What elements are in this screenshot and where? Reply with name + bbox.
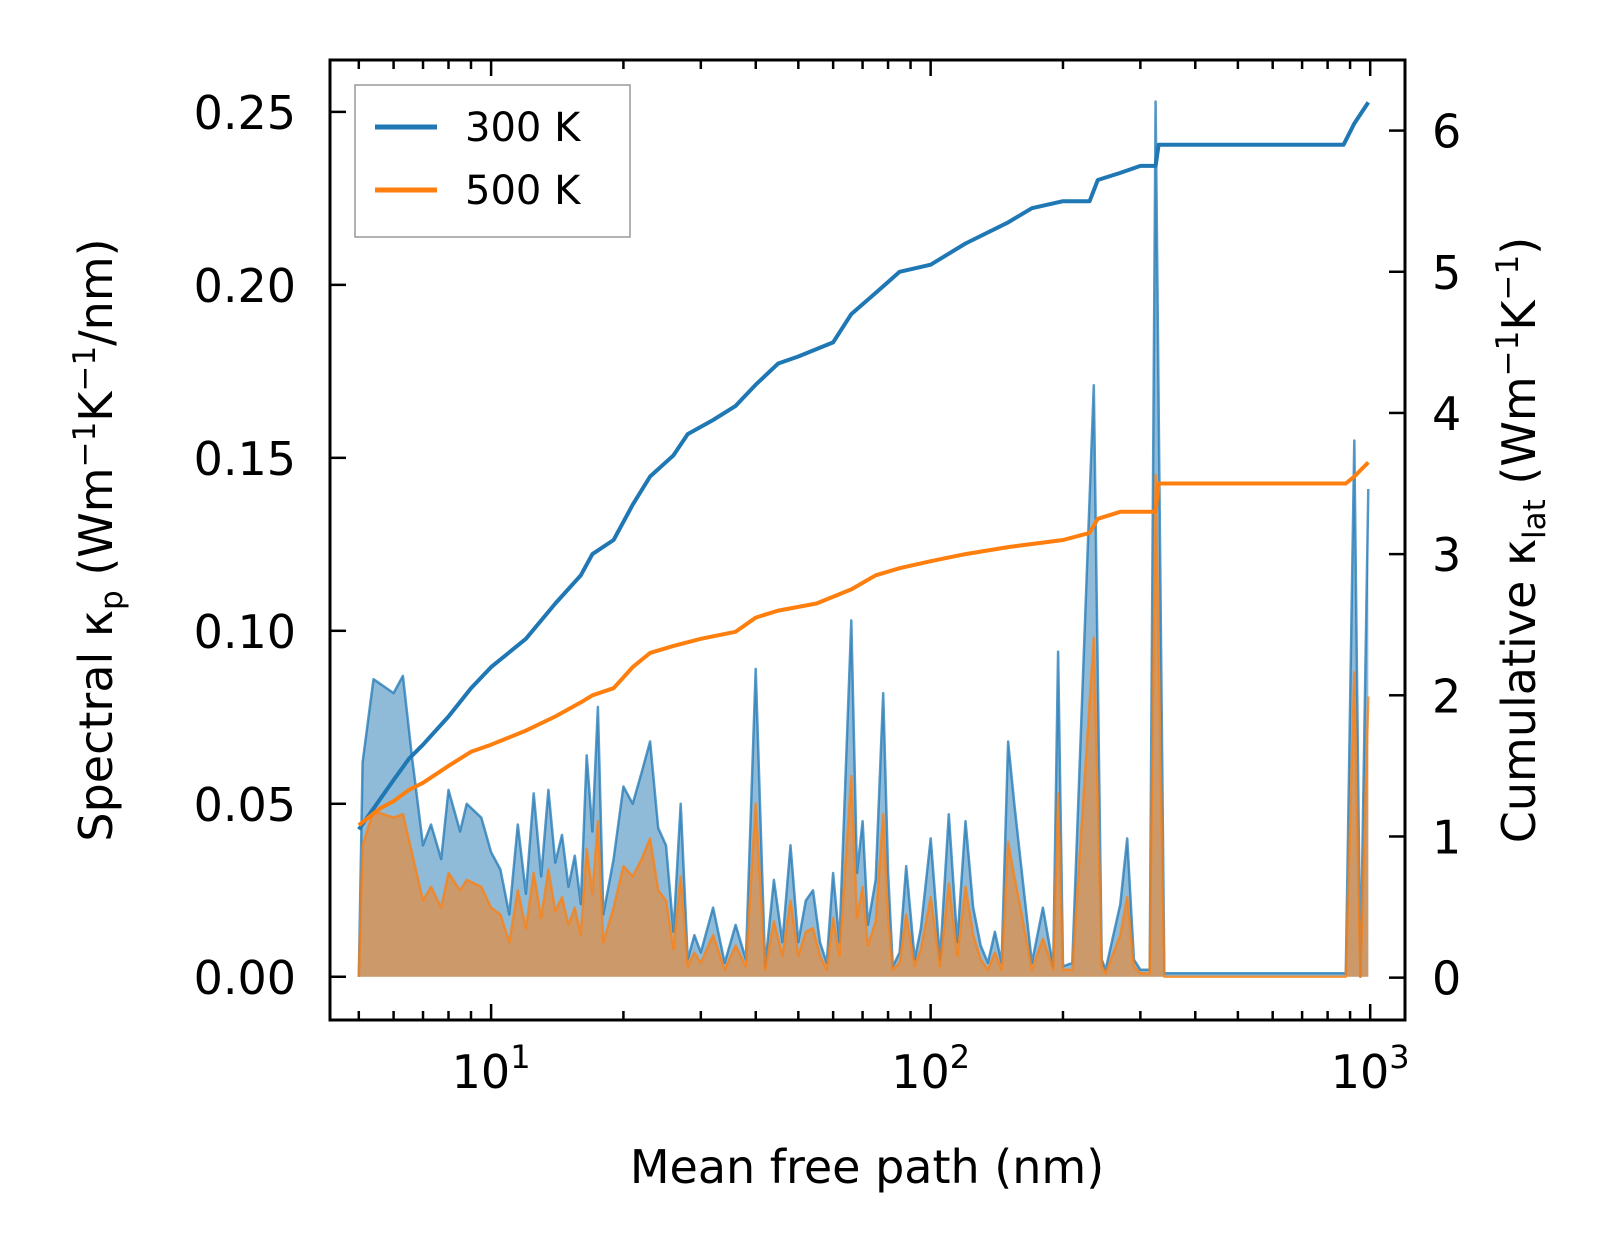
spectral-line-500k — [357, 473, 1370, 979]
x-tick-label-exponent: 3 — [1389, 1038, 1409, 1076]
y-left-tick-label: 0.15 — [194, 432, 296, 486]
y-left-tick-label: 0.10 — [194, 605, 296, 659]
y-left-tick-label: 0.25 — [194, 86, 296, 140]
y-right-tick-label: 3 — [1432, 528, 1461, 582]
cumulative-line-500k — [357, 460, 1370, 827]
y-right-tick-label: 1 — [1432, 810, 1461, 864]
axis-ticks — [330, 60, 1405, 1020]
y-left-tick-label: 0.20 — [194, 259, 296, 313]
legend-label-500k: 500 K — [465, 168, 582, 214]
x-tick-label: 103 — [1331, 1038, 1410, 1099]
x-tick-label-exponent: 1 — [510, 1038, 530, 1076]
spectral-fills — [357, 100, 1370, 979]
plot-frame — [328, 58, 1407, 1022]
y-right-tick-label: 5 — [1432, 246, 1461, 300]
y-right-tick-label: 0 — [1432, 952, 1461, 1006]
y-axis-title-left: Spectral κp (Wm−1K−1/nm) — [67, 238, 130, 841]
x-tick-label-base: 10 — [1331, 1045, 1390, 1099]
y-axis-title-right: Cumulative κlat (Wm−1K−1) — [1490, 237, 1553, 843]
legend: 300 K 500 K — [354, 84, 631, 238]
legend-box — [354, 84, 631, 238]
x-tick-label-base: 10 — [452, 1045, 511, 1099]
cumulative-lines — [357, 101, 1370, 831]
x-axis-title: Mean free path (nm) — [630, 1140, 1104, 1194]
y-right-tick-label: 2 — [1432, 669, 1461, 723]
spectral-area-500k — [358, 475, 1369, 977]
x-tick-label-exponent: 2 — [950, 1038, 970, 1076]
y-right-tick-label: 6 — [1432, 105, 1461, 159]
x-tick-label-base: 10 — [891, 1045, 950, 1099]
y-right-tick-label: 4 — [1432, 387, 1461, 441]
x-tick-label: 102 — [891, 1038, 970, 1099]
legend-label-300k: 300 K — [465, 105, 582, 151]
y-left-tick-label: 0.05 — [194, 778, 296, 832]
y-left-tick-label: 0.00 — [194, 951, 296, 1005]
cumulative-line-300k — [357, 101, 1370, 831]
x-tick-label: 101 — [452, 1038, 531, 1099]
